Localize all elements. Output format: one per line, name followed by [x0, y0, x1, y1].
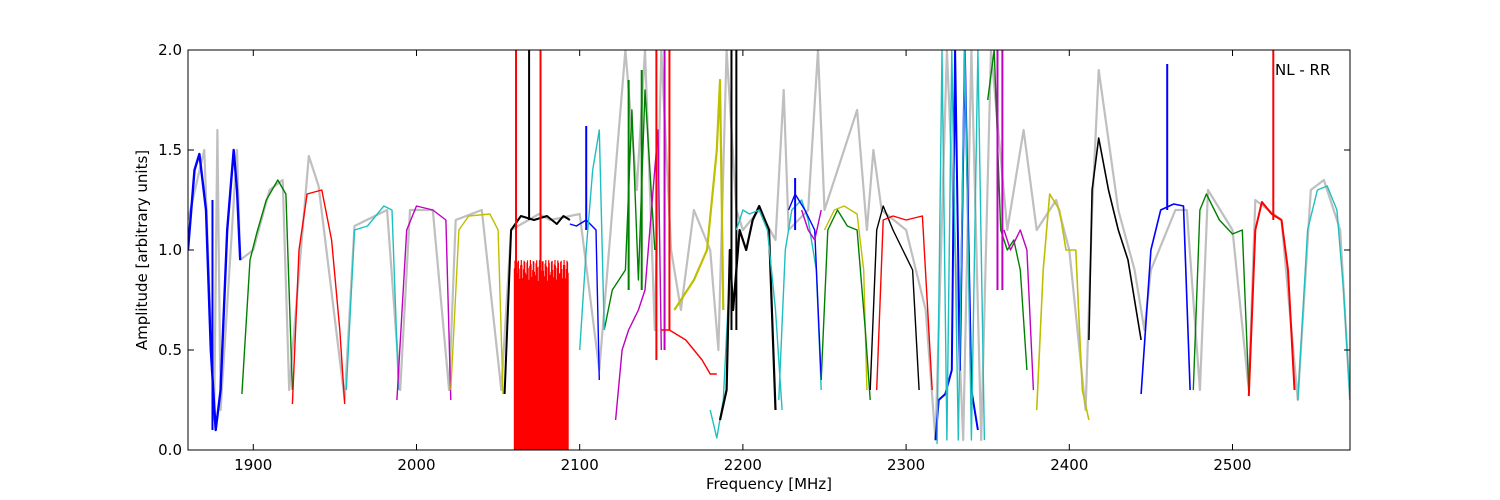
plot-area: [188, 50, 1350, 450]
series-28-line: [1035, 193, 1090, 421]
series-2-line: [291, 189, 346, 405]
series-0-line: [188, 148, 242, 432]
series-16-line: [735, 209, 783, 411]
y-tick-label: 2.0: [158, 41, 182, 59]
series-20-line: [823, 205, 868, 391]
y-tick-label: 1.0: [158, 241, 182, 259]
series-15-line: [718, 204, 777, 421]
y-tick-label: 0.0: [158, 441, 182, 459]
x-tick-label: 2200: [724, 456, 762, 474]
series-5-line: [450, 213, 504, 395]
series-13-line: [673, 78, 725, 311]
series-9-line: [603, 89, 656, 331]
x-tick-label: 1900: [234, 456, 272, 474]
y-tick-label: 1.5: [158, 141, 182, 159]
series-7-band: [513, 260, 569, 450]
x-tick-label: 2300: [887, 456, 925, 474]
series-21-line: [820, 209, 871, 401]
y-tick-label: 0.5: [158, 341, 182, 359]
series-1-line: [241, 179, 294, 395]
x-tick-label: 2500: [1213, 456, 1251, 474]
series-23-line: [876, 215, 933, 391]
series-27-line: [1003, 229, 1035, 391]
series-33-line: [1297, 185, 1350, 401]
series-10-line: [579, 129, 605, 351]
axis-ticks: 1900 2000 2100 2200 2300 2400 2500 0.0 0.5 1.0 1.5…: [158, 41, 1350, 474]
x-axis-title: Frequency [MHz]: [706, 475, 832, 493]
series-12-line: [661, 329, 717, 375]
series-4-line: [396, 205, 452, 401]
series-29-line: [1088, 137, 1142, 341]
x-tick-label: 2000: [397, 456, 435, 474]
x-tick-label: 2100: [561, 456, 599, 474]
series-26-line: [987, 50, 1028, 371]
series-3-line: [345, 205, 400, 391]
series-31-line: [1192, 193, 1250, 391]
annotation-label: NL - RR: [1275, 61, 1330, 79]
x-tick-label: 2400: [1050, 456, 1088, 474]
series-22-line: [869, 205, 920, 391]
series-25-line: [936, 50, 986, 445]
series-19-line: [800, 209, 822, 241]
y-axis-title: Amplitude [arbitrary units]: [133, 150, 151, 350]
series-7-band-lines: [513, 260, 569, 450]
series-32-line: [1247, 201, 1296, 397]
series-18-line: [787, 193, 822, 381]
